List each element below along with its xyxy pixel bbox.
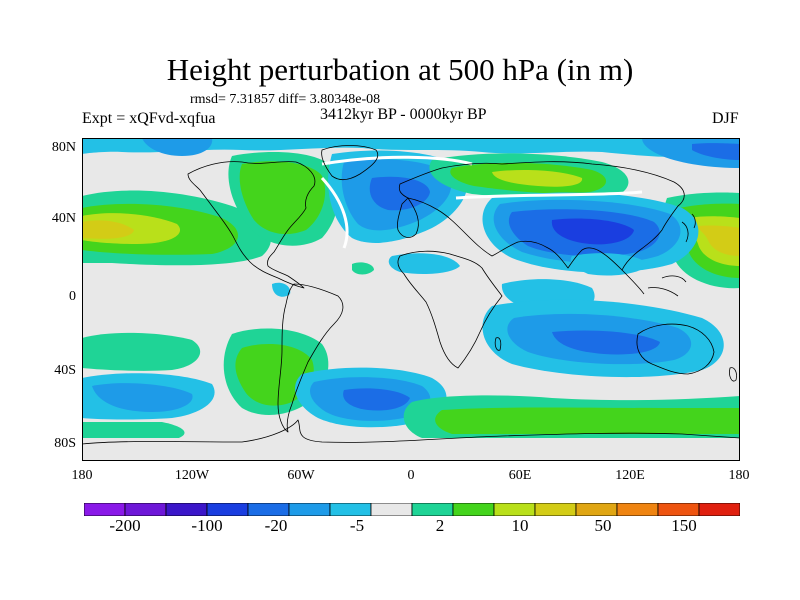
coastline-madagascar [494,337,502,351]
colorbar-label-2: 2 [435,516,445,535]
colorbar-label-minus100: -100 [191,516,223,535]
colorbar-label-10: 10 [511,516,529,535]
coastline-south-america [277,283,344,433]
colorbar-swatch [657,503,700,516]
anomaly-indian-ocean [482,299,724,378]
colorbar-label-150: 150 [671,516,697,535]
coastline-africa [397,250,503,369]
lat-label-80n: 80N [51,140,76,155]
colorbar-swatch [452,503,495,516]
colorbar-label-50: 50 [594,516,612,535]
coastline-japan [681,213,696,243]
colorbar-swatch [575,503,618,516]
coastline-greenland [321,145,379,180]
coastline-new-zealand [729,367,737,382]
coastline-australia [636,323,715,375]
coastline-eurasia [398,161,685,271]
colorbar-swatch [288,503,331,516]
map-panel [82,138,740,461]
colorbar-swatch [370,503,413,516]
colorbar-swatch [84,503,126,516]
colorbar-swatch [411,503,454,516]
map-frame [82,138,740,461]
lon-label-180-west: 180 [71,468,93,483]
lon-label-120e: 120E [615,468,645,483]
colorbar-swatch [329,503,372,516]
period-label: 3412kyr BP - 0000kyr BP [320,106,487,123]
lon-label-60e: 60E [508,468,532,483]
experiment-label: Expt = xQFvd-xqfua [82,110,216,127]
anomaly-asia [482,192,699,273]
rmsd-diff-stats: rmsd= 7.31857 diff= 3.80348e-08 [190,92,381,107]
lat-label-40n: 40N [51,211,76,226]
lat-label-0: 0 [69,289,76,304]
lon-label-120w: 120W [174,468,210,483]
colorbar-swatch [247,503,290,516]
season-label: DJF [712,110,739,127]
colorbar-swatch [493,503,536,516]
anomaly-southern-ocean [82,395,740,461]
coastlines [82,145,740,445]
lon-label-180-east: 180 [728,468,750,483]
colorbar-swatch [698,503,740,516]
colorbar-label-minus5: -5 [349,516,365,535]
anomaly-south-pacific [82,332,215,420]
lon-label-60w: 60W [287,468,315,483]
coastline-europe [397,197,419,238]
colorbar-swatch [616,503,659,516]
lat-label-40s: 40S [54,363,76,378]
plot-title: Height perturbation at 500 hPa (in m) [166,52,634,87]
coastline-north-america [187,161,316,289]
colorbar-swatch [534,503,577,516]
lat-label-80s: 80S [54,436,76,451]
contour-separators [320,155,643,249]
anomaly-north-pacific-west [82,190,271,266]
colorbar-swatch [206,503,249,516]
colorbar-label-minus200: -200 [109,516,141,535]
colorbar-label-minus20: -20 [264,516,288,535]
colorbar-swatch [165,503,208,516]
coastline-southeast-asia [621,269,687,297]
coastline-antarctica [82,419,740,445]
colorbar [84,503,740,516]
anomaly-north-america [228,152,339,246]
lon-label-0: 0 [407,468,415,483]
anomaly-arctic [82,138,740,168]
colorbar-swatch [124,503,167,516]
anomaly-siberia [429,153,629,201]
